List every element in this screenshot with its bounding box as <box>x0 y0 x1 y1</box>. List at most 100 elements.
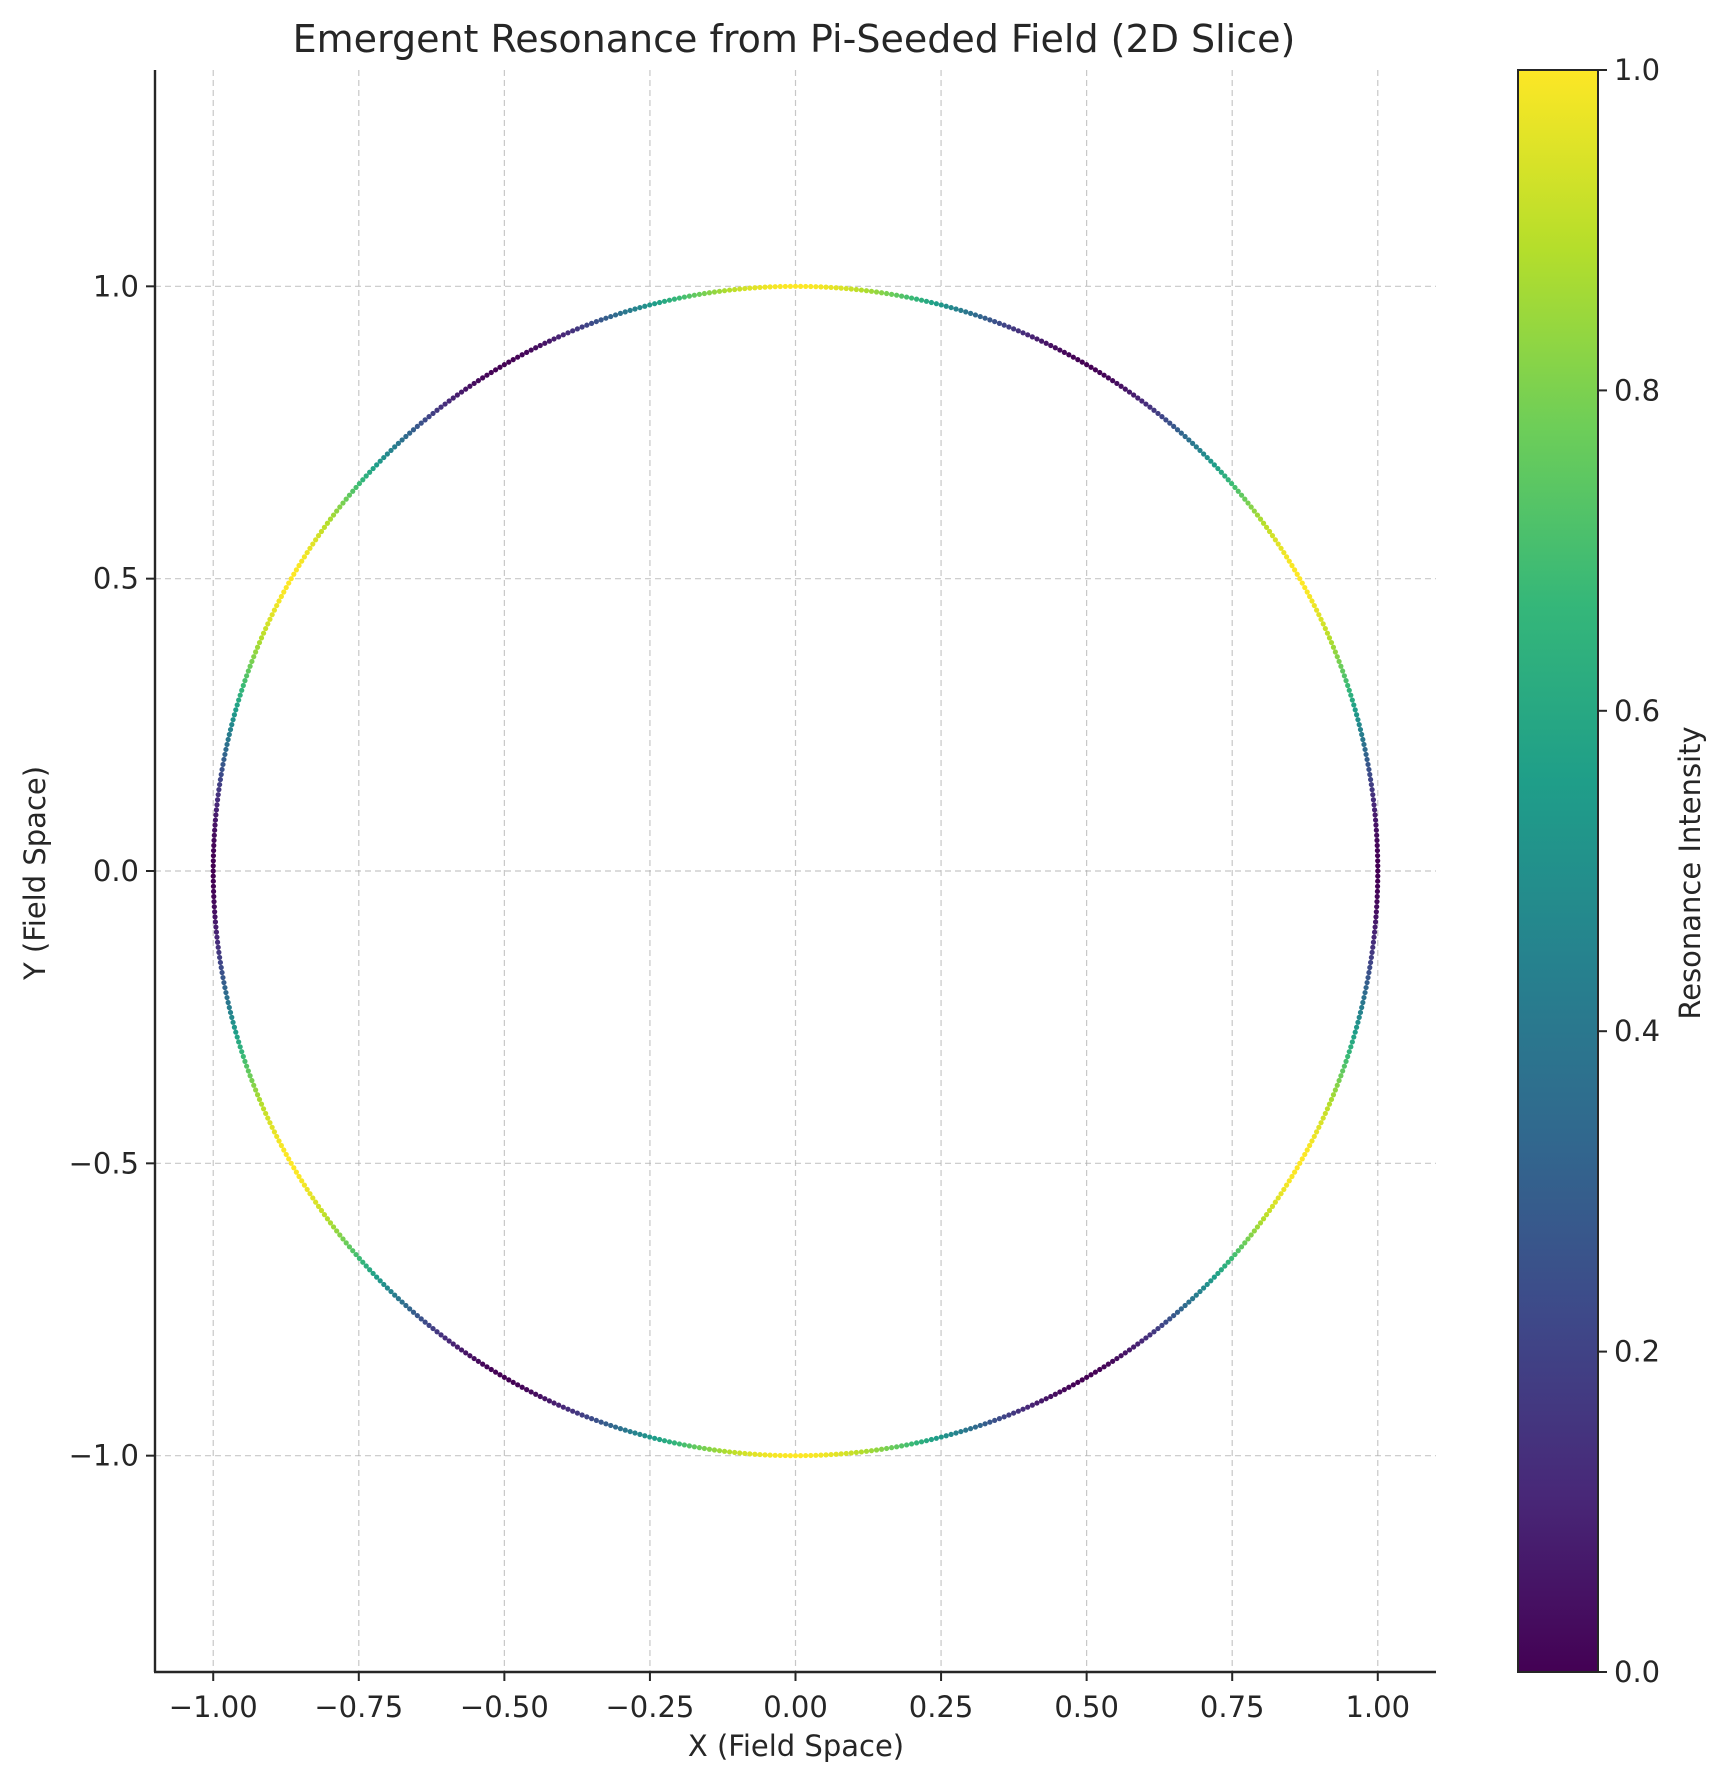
data-point <box>1372 812 1378 818</box>
data-point <box>1204 454 1210 461</box>
data-point <box>1283 554 1290 560</box>
data-point <box>1097 1366 1103 1373</box>
data-point <box>392 444 398 450</box>
data-point <box>212 909 218 915</box>
data-point <box>1369 949 1375 955</box>
data-point <box>434 407 440 413</box>
data-point <box>524 349 530 355</box>
data-point <box>1330 1092 1337 1098</box>
data-point <box>711 1447 718 1453</box>
data-point <box>299 1178 305 1184</box>
data-point <box>542 1396 548 1402</box>
data-point <box>301 1182 308 1188</box>
data-point <box>868 288 875 294</box>
data-point <box>652 301 658 307</box>
data-point <box>1178 1306 1184 1312</box>
data-point <box>726 1449 733 1455</box>
data-point <box>721 288 728 294</box>
data-point <box>463 1350 469 1356</box>
data-point <box>676 295 683 301</box>
data-point <box>913 1440 920 1446</box>
data-point <box>732 1449 738 1456</box>
y-axis-label: Y (Field Space) <box>18 766 52 981</box>
data-point <box>214 939 221 945</box>
data-point <box>1126 389 1133 395</box>
data-point <box>570 328 576 334</box>
data-point <box>1248 1232 1254 1238</box>
data-point <box>245 668 251 674</box>
data-point <box>291 571 297 577</box>
data-point <box>1311 602 1317 609</box>
data-point <box>1294 571 1300 577</box>
data-point <box>943 1433 949 1439</box>
data-point <box>278 593 284 600</box>
data-point <box>524 1387 530 1393</box>
data-point <box>1066 352 1072 358</box>
data-point <box>223 746 229 753</box>
data-point <box>1318 616 1324 622</box>
data-point <box>883 290 890 297</box>
x-axis-label: X (Field Space) <box>688 1729 904 1763</box>
data-point <box>230 1019 236 1025</box>
data-point <box>1034 1400 1040 1406</box>
data-point <box>1171 1312 1177 1319</box>
data-point <box>353 484 359 491</box>
data-point <box>1370 944 1376 950</box>
data-point <box>269 612 275 618</box>
data-point <box>1371 934 1377 940</box>
data-point <box>1292 1169 1298 1175</box>
data-point <box>260 630 267 636</box>
data-point <box>307 1191 313 1197</box>
data-point <box>244 673 250 679</box>
data-point <box>1118 1353 1124 1359</box>
data-point <box>848 286 854 292</box>
data-point <box>1143 1335 1149 1341</box>
data-point <box>381 1281 387 1288</box>
data-point <box>217 776 223 783</box>
data-point <box>617 310 624 316</box>
data-point <box>340 500 346 506</box>
data-point <box>1131 1344 1137 1350</box>
data-point <box>1365 761 1371 768</box>
data-point <box>584 322 590 328</box>
data-point <box>484 372 490 378</box>
data-point <box>395 440 401 446</box>
data-point <box>958 1428 964 1435</box>
data-point <box>977 1422 983 1429</box>
data-point <box>343 496 349 502</box>
data-point <box>442 401 448 407</box>
data-point <box>1374 888 1381 895</box>
data-point <box>1006 324 1012 330</box>
data-point <box>211 898 217 905</box>
data-point <box>1260 1216 1267 1222</box>
data-point <box>1351 1034 1357 1040</box>
data-point <box>666 1439 673 1445</box>
data-point <box>510 1379 516 1385</box>
data-point <box>501 1374 507 1380</box>
data-point <box>772 1452 778 1458</box>
data-point <box>363 473 369 479</box>
data-point <box>1139 398 1145 404</box>
data-point <box>1369 787 1375 793</box>
data-point <box>471 1355 477 1362</box>
data-point <box>1372 919 1379 925</box>
data-point <box>1351 702 1357 708</box>
data-point <box>787 1453 794 1459</box>
data-point <box>214 797 221 803</box>
data-point <box>584 1414 590 1420</box>
data-point <box>1139 1338 1145 1344</box>
data-point <box>1372 924 1378 930</box>
data-point <box>1263 524 1270 530</box>
data-point <box>258 1101 265 1107</box>
data-point <box>296 1173 302 1180</box>
data-point <box>1355 717 1361 723</box>
data-point <box>1357 1009 1364 1016</box>
data-point <box>671 296 678 302</box>
data-point <box>1283 1182 1290 1188</box>
data-point <box>318 528 325 535</box>
data-point <box>1218 1267 1224 1273</box>
data-point <box>838 285 844 291</box>
data-point <box>1025 332 1031 338</box>
data-point <box>1143 401 1149 407</box>
data-point <box>227 1009 234 1016</box>
